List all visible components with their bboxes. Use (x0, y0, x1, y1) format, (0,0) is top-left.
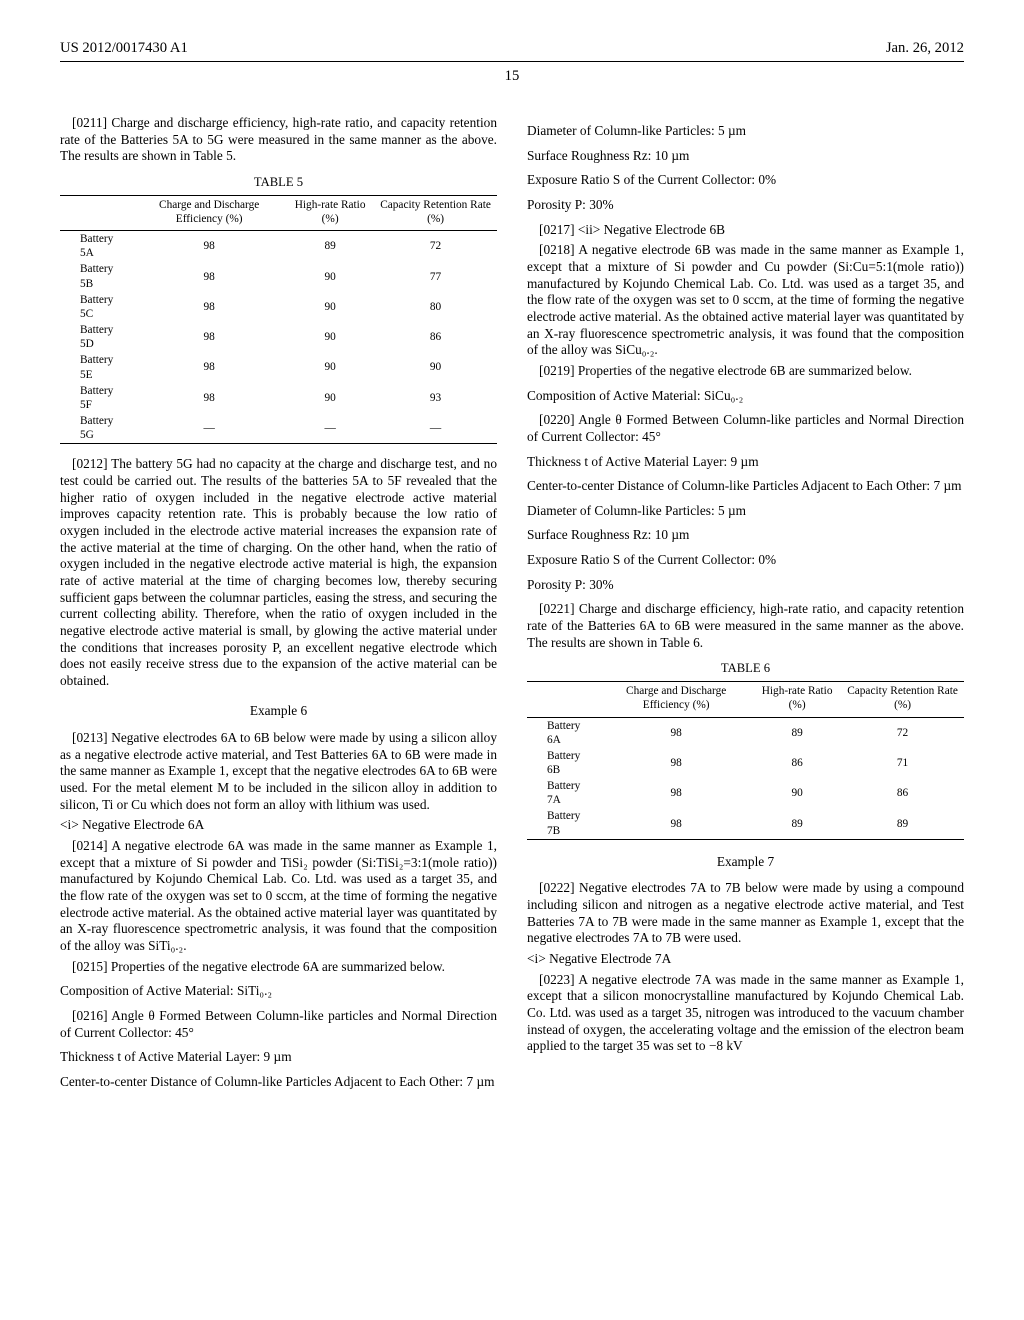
paragraph-0214: [0214] A negative electrode 6A was made … (60, 838, 497, 955)
table-row: Battery 6A988972 (527, 717, 964, 748)
page-header: US 2012/0017430 A1 Jan. 26, 2012 (60, 40, 964, 62)
table5-header-2: High-rate Ratio (%) (286, 195, 374, 228)
table-row: Battery 7A989086 (527, 778, 964, 808)
publication-number: US 2012/0017430 A1 (60, 40, 188, 57)
paragraph-0215: [0215] Properties of the negative electr… (60, 959, 497, 976)
paragraph-0216: [0216] Angle θ Formed Between Column-lik… (60, 1008, 497, 1041)
paragraph-0212: [0212] The battery 5G had no capacity at… (60, 456, 497, 689)
property-exposure-6a: Exposure Ratio S of the Current Collecto… (527, 172, 964, 189)
example-7-heading: Example 7 (527, 854, 964, 871)
right-column: Diameter of Column-like Particles: 5 µm … (527, 115, 964, 1099)
paragraph-0222: [0222] Negative electrodes 7A to 7B belo… (527, 880, 964, 947)
table5-caption: TABLE 5 (60, 175, 497, 191)
paragraph-0217: [0217] <ii> Negative Electrode 6B (527, 222, 964, 239)
paragraph-0223: [0223] A negative electrode 7A was made … (527, 972, 964, 1055)
property-center-distance-6b: Center-to-center Distance of Column-like… (527, 478, 964, 495)
property-exposure-6b: Exposure Ratio S of the Current Collecto… (527, 552, 964, 569)
paragraph-0220: [0220] Angle θ Formed Between Column-lik… (527, 412, 964, 445)
publication-date: Jan. 26, 2012 (886, 40, 964, 57)
table5-header-1: Charge and Discharge Efficiency (%) (132, 195, 286, 228)
table5-header-3: Capacity Retention Rate (%) (374, 195, 497, 228)
left-column: [0211] Charge and discharge efficiency, … (60, 115, 497, 1099)
table-row: Battery 5D989086 (60, 322, 497, 352)
table-row: Battery 5B989077 (60, 261, 497, 291)
property-thickness-6b: Thickness t of Active Material Layer: 9 … (527, 454, 964, 471)
property-thickness-6a: Thickness t of Active Material Layer: 9 … (60, 1049, 497, 1066)
table6-header-3: Capacity Retention Rate (%) (841, 682, 964, 715)
table6-header-1: Charge and Discharge Efficiency (%) (599, 682, 753, 715)
property-porosity-6a: Porosity P: 30% (527, 197, 964, 214)
paragraph-0213: [0213] Negative electrodes 6A to 6B belo… (60, 730, 497, 813)
property-roughness-6b: Surface Roughness Rz: 10 µm (527, 527, 964, 544)
table-row: Battery 5C989080 (60, 292, 497, 322)
negative-electrode-7a-label: <i> Negative Electrode 7A (527, 951, 964, 968)
example-6-heading: Example 6 (60, 703, 497, 720)
table-row: Battery 5G——— (60, 413, 497, 444)
table-row: Battery 7B988989 (527, 808, 964, 839)
property-composition-6b: Composition of Active Material: SiCu₀.₂ (527, 388, 964, 405)
table-row: Battery 5A988972 (60, 231, 497, 262)
negative-electrode-6a-label: <i> Negative Electrode 6A (60, 817, 497, 834)
property-roughness-6a: Surface Roughness Rz: 10 µm (527, 148, 964, 165)
paragraph-0218: [0218] A negative electrode 6B was made … (527, 242, 964, 359)
page-number: 15 (60, 68, 964, 85)
table-6: Charge and Discharge Efficiency (%) High… (527, 681, 964, 840)
property-porosity-6b: Porosity P: 30% (527, 577, 964, 594)
table6-header-2: High-rate Ratio (%) (753, 682, 841, 715)
table-row: Battery 5E989090 (60, 352, 497, 382)
property-composition-6a: Composition of Active Material: SiTi₀.₂ (60, 983, 497, 1000)
paragraph-0219: [0219] Properties of the negative electr… (527, 363, 964, 380)
table-5: Charge and Discharge Efficiency (%) High… (60, 195, 497, 445)
paragraph-0221: [0221] Charge and discharge efficiency, … (527, 601, 964, 651)
property-diameter-6a: Diameter of Column-like Particles: 5 µm (527, 123, 964, 140)
property-center-distance-6a: Center-to-center Distance of Column-like… (60, 1074, 497, 1091)
content-columns: [0211] Charge and discharge efficiency, … (60, 115, 964, 1099)
property-diameter-6b: Diameter of Column-like Particles: 5 µm (527, 503, 964, 520)
table6-caption: TABLE 6 (527, 661, 964, 677)
paragraph-0211: [0211] Charge and discharge efficiency, … (60, 115, 497, 165)
table-row: Battery 6B988671 (527, 748, 964, 778)
table-row: Battery 5F989093 (60, 383, 497, 413)
